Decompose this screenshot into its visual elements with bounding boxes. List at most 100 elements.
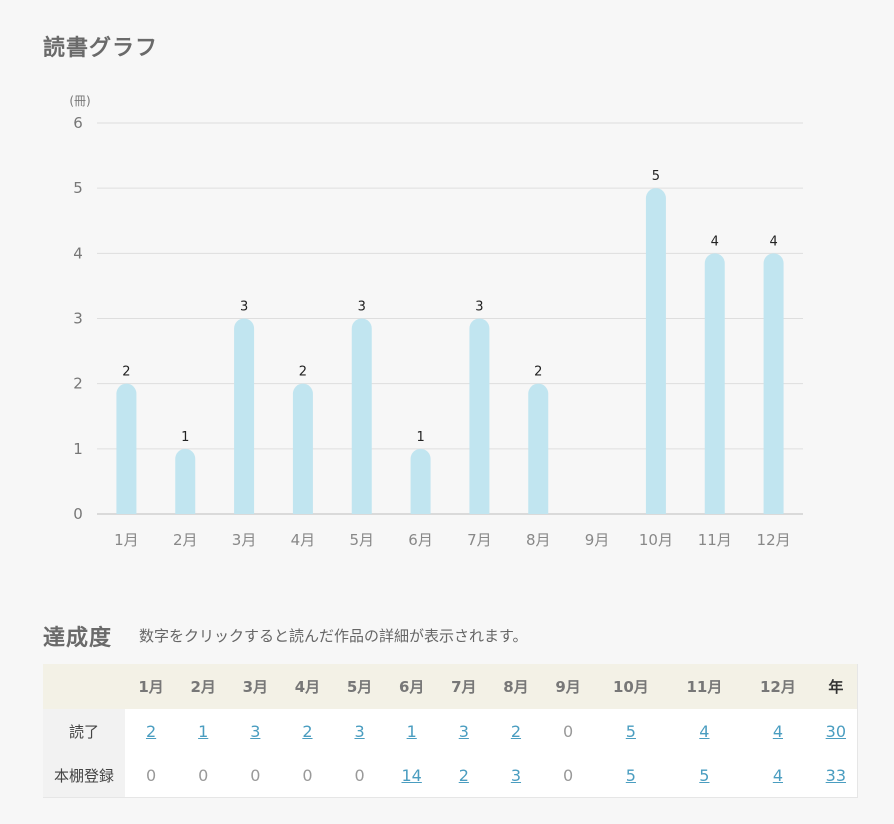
table-cell: 1 (385, 709, 438, 753)
row-label: 読了 (43, 709, 125, 753)
bar-6 (410, 448, 431, 514)
table-cell: 4 (667, 709, 742, 753)
header-month: 11月 (667, 664, 742, 709)
count-link[interactable]: 1 (198, 721, 209, 741)
x-tick-label: 12月 (757, 531, 791, 549)
data-label: 3 (358, 300, 366, 315)
bar-2 (175, 448, 196, 514)
y-tick-label: 6 (73, 114, 83, 132)
table-cell: 0 (177, 753, 230, 798)
count-link[interactable]: 2 (302, 721, 313, 741)
count-link[interactable]: 5 (625, 721, 636, 741)
header-month: 3月 (229, 664, 282, 709)
count-zero: 0 (250, 765, 261, 785)
bar-10 (645, 188, 666, 514)
x-tick-label: 6月 (408, 531, 433, 549)
count-link[interactable]: 5 (699, 765, 710, 785)
header-month: 12月 (741, 664, 815, 709)
achievement-title: 達成度 (43, 626, 113, 651)
row-label: 本棚登録 (43, 753, 125, 798)
table-cell: 1 (177, 709, 230, 753)
y-tick-label: 4 (73, 244, 83, 262)
bar-1 (116, 383, 137, 514)
bar-3 (234, 318, 255, 514)
table-cell: 2 (281, 709, 334, 753)
table-cell: 0 (229, 753, 282, 798)
count-link[interactable]: 30 (825, 721, 847, 741)
table-cell: 5 (667, 753, 742, 798)
table-cell: 3 (489, 753, 542, 798)
achievement-note: 数字をクリックすると読んだ作品の詳細が表示されます。 (139, 627, 528, 645)
count-link[interactable]: 2 (458, 765, 469, 785)
count-link[interactable]: 4 (772, 721, 783, 741)
count-link[interactable]: 5 (625, 765, 636, 785)
table-cell: 33 (814, 753, 858, 798)
header-month: 2月 (177, 664, 230, 709)
count-link[interactable]: 3 (458, 721, 469, 741)
count-link[interactable]: 3 (250, 721, 261, 741)
bar-8 (528, 383, 549, 514)
header-month: 6月 (385, 664, 438, 709)
bar-4 (292, 383, 313, 514)
y-tick-label: 3 (73, 310, 83, 328)
table-cell: 3 (229, 709, 282, 753)
data-label: 1 (416, 430, 424, 445)
table-cell: 2 (125, 709, 178, 753)
data-label: 2 (534, 365, 542, 380)
count-link[interactable]: 3 (510, 765, 522, 785)
table-cell: 0 (333, 753, 386, 798)
table-cell: 30 (814, 709, 858, 753)
count-link[interactable]: 2 (145, 721, 157, 741)
table-cell: 3 (437, 709, 490, 753)
count-link[interactable]: 33 (825, 765, 847, 785)
table-row: 本棚登録 0 0 0 0 0 14 2 3 0 5 5 4 33 (43, 753, 858, 798)
x-tick-label: 3月 (232, 531, 257, 549)
header-year: 年 (814, 664, 858, 709)
table-cell: 3 (333, 709, 386, 753)
x-tick-label: 7月 (467, 531, 492, 549)
count-link[interactable]: 2 (510, 721, 522, 741)
x-tick-label: 1月 (114, 531, 139, 549)
x-tick-label: 2月 (173, 531, 198, 549)
count-zero: 0 (354, 765, 365, 785)
count-link[interactable]: 1 (406, 721, 417, 741)
data-label: 2 (122, 365, 130, 380)
x-tick-label: 5月 (349, 531, 374, 549)
header-month: 5月 (333, 664, 386, 709)
count-link[interactable]: 14 (401, 765, 422, 785)
table-cell: 2 (489, 709, 542, 753)
y-tick-label: 0 (73, 505, 83, 523)
table-cell: 2 (437, 753, 490, 798)
table-cell: 14 (385, 753, 438, 798)
count-link[interactable]: 4 (699, 721, 710, 741)
header-month: 9月 (542, 664, 595, 709)
y-tick-label: 1 (73, 440, 83, 458)
table-row: 読了 2 1 3 2 3 1 3 2 0 5 4 4 30 (43, 709, 858, 753)
count-zero: 0 (145, 765, 157, 785)
table-cell: 5 (594, 753, 668, 798)
header-corner (43, 664, 125, 709)
data-label: 2 (299, 365, 307, 380)
data-label: 5 (652, 169, 660, 184)
bar-12 (763, 253, 784, 514)
table-cell: 4 (741, 709, 815, 753)
data-label: 3 (475, 300, 483, 315)
table-cell: 0 (542, 709, 595, 753)
count-zero: 0 (302, 765, 313, 785)
y-tick-label: 5 (73, 179, 83, 197)
table-cell: 0 (281, 753, 334, 798)
table-header-row: 1月 2月 3月 4月 5月 6月 7月 8月 9月 10月 11月 12月年 (43, 664, 858, 709)
header-month: 4月 (281, 664, 334, 709)
count-zero: 0 (198, 765, 209, 785)
table-cell: 4 (741, 753, 815, 798)
table-body: 読了 2 1 3 2 3 1 3 2 0 5 4 4 30 本棚登録 0 0 0 0 0 14 2 3 0 5 5 4 33 (43, 709, 858, 798)
y-axis-unit-label: (冊) (69, 94, 90, 108)
count-link[interactable]: 3 (354, 721, 365, 741)
x-tick-label: 9月 (585, 531, 610, 549)
graph-title: 読書グラフ (43, 36, 159, 61)
x-tick-label: 11月 (698, 531, 732, 549)
count-link[interactable]: 4 (772, 765, 783, 785)
table-cell: 0 (125, 753, 178, 798)
header-month: 8月 (489, 664, 542, 709)
